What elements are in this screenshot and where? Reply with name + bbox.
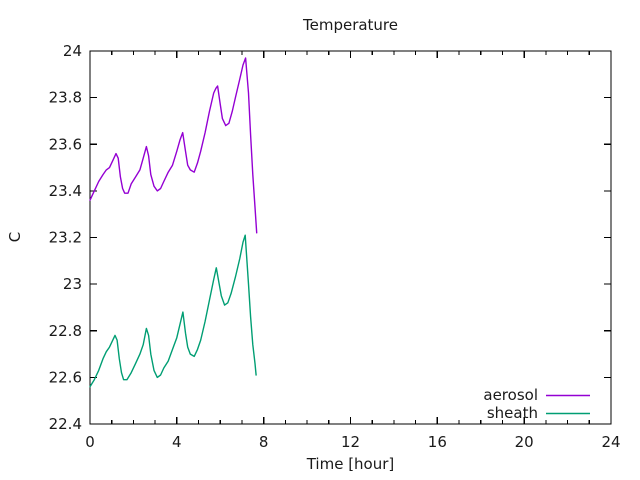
y-tick-label: 22.4 xyxy=(49,415,82,433)
y-axis-title: C xyxy=(6,231,24,243)
plot-border xyxy=(89,50,612,425)
x-tick-label: 16 xyxy=(428,433,447,451)
y-tick-label: 23 xyxy=(63,275,82,293)
x-tick-label: 0 xyxy=(85,433,95,451)
y-tick-label: 24 xyxy=(63,42,82,60)
y-tick-label: 23.6 xyxy=(49,135,82,153)
x-tick-label: 12 xyxy=(341,433,360,451)
x-tick-label: 4 xyxy=(172,433,182,451)
x-tick-label: 8 xyxy=(259,433,269,451)
legend-label-aerosol: aerosol xyxy=(483,386,538,404)
y-tick-label: 23.2 xyxy=(49,229,82,247)
series-aerosol-line xyxy=(89,57,258,234)
y-tick-label: 22.6 xyxy=(49,368,82,386)
series-sheath-line xyxy=(89,234,257,388)
x-tick-label: 24 xyxy=(601,433,620,451)
y-tick-label: 23.8 xyxy=(49,89,82,107)
y-tick-label: 22.8 xyxy=(49,322,82,340)
x-axis-title: Time [hour] xyxy=(306,455,395,473)
x-tick-label: 20 xyxy=(515,433,534,451)
y-tick-label: 23.4 xyxy=(49,182,82,200)
chart-title: Temperature xyxy=(302,16,399,34)
legend-label-sheath: sheath xyxy=(487,404,538,422)
